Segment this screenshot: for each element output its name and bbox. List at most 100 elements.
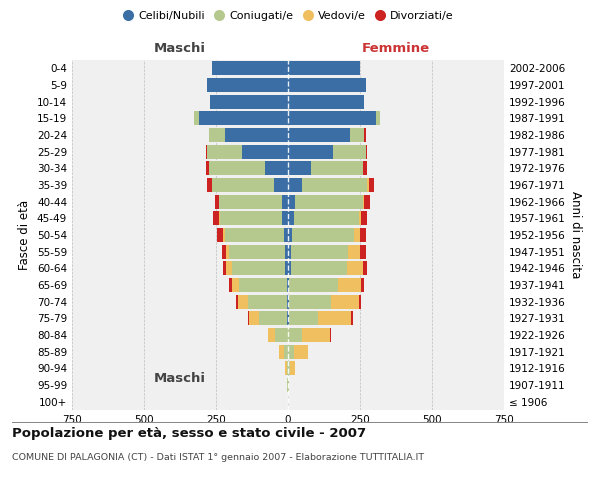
Bar xyxy=(288,162,311,175)
Bar xyxy=(292,228,354,242)
Bar xyxy=(242,144,288,159)
Bar xyxy=(208,144,242,159)
Bar xyxy=(288,194,295,209)
Bar xyxy=(287,361,288,376)
Bar xyxy=(364,194,370,209)
Bar xyxy=(236,294,238,308)
Bar xyxy=(223,261,226,276)
Bar xyxy=(376,112,380,126)
Bar xyxy=(206,162,209,175)
Bar xyxy=(223,228,224,242)
Bar xyxy=(275,328,288,342)
Bar xyxy=(360,244,366,259)
Bar xyxy=(210,94,288,109)
Bar xyxy=(352,311,353,326)
Bar xyxy=(222,244,226,259)
Bar xyxy=(282,211,288,226)
Bar xyxy=(295,194,363,209)
Bar xyxy=(287,278,288,292)
Bar xyxy=(288,94,364,109)
Text: COMUNE DI PALAGONIA (CT) - Dati ISTAT 1° gennaio 2007 - Elaborazione TUTTITALIA.: COMUNE DI PALAGONIA (CT) - Dati ISTAT 1°… xyxy=(12,452,424,462)
Bar xyxy=(274,178,288,192)
Bar xyxy=(347,261,363,276)
Text: Maschi: Maschi xyxy=(154,42,206,55)
Y-axis label: Fasce di età: Fasce di età xyxy=(19,200,31,270)
Bar xyxy=(213,211,219,226)
Bar xyxy=(288,361,290,376)
Bar xyxy=(288,328,302,342)
Bar xyxy=(354,228,360,242)
Legend: Celibi/Nubili, Coniugati/e, Vedovi/e, Divorziati/e: Celibi/Nubili, Coniugati/e, Vedovi/e, Di… xyxy=(118,6,458,26)
Bar xyxy=(287,294,288,308)
Bar xyxy=(349,244,360,259)
Bar xyxy=(302,178,367,192)
Bar xyxy=(367,178,368,192)
Bar xyxy=(229,244,285,259)
Bar xyxy=(248,311,249,326)
Bar xyxy=(284,228,288,242)
Bar xyxy=(294,211,359,226)
Bar xyxy=(285,261,288,276)
Bar xyxy=(288,144,332,159)
Bar xyxy=(318,311,352,326)
Bar xyxy=(294,344,308,359)
Bar xyxy=(311,162,363,175)
Bar xyxy=(220,211,282,226)
Bar xyxy=(361,211,367,226)
Bar xyxy=(288,294,289,308)
Text: Femmine: Femmine xyxy=(362,42,430,55)
Bar xyxy=(288,78,366,92)
Bar xyxy=(288,178,302,192)
Bar xyxy=(232,261,285,276)
Text: Popolazione per età, sesso e stato civile - 2007: Popolazione per età, sesso e stato civil… xyxy=(12,428,366,440)
Bar xyxy=(282,194,288,209)
Bar xyxy=(302,328,330,342)
Bar xyxy=(359,294,361,308)
Bar xyxy=(366,144,367,159)
Bar xyxy=(289,294,331,308)
Bar xyxy=(208,78,288,92)
Bar xyxy=(289,278,338,292)
Bar xyxy=(284,344,288,359)
Bar xyxy=(288,261,291,276)
Bar xyxy=(248,294,287,308)
Bar xyxy=(288,278,289,292)
Bar xyxy=(338,278,361,292)
Bar xyxy=(212,178,274,192)
Bar xyxy=(229,278,232,292)
Bar xyxy=(368,178,374,192)
Bar xyxy=(212,62,288,76)
Bar xyxy=(363,194,364,209)
Bar xyxy=(288,62,360,76)
Bar xyxy=(363,162,367,175)
Bar xyxy=(280,344,284,359)
Bar xyxy=(194,112,199,126)
Bar xyxy=(238,294,248,308)
Bar xyxy=(209,162,265,175)
Bar xyxy=(288,211,294,226)
Bar xyxy=(360,228,366,242)
Y-axis label: Anni di nascita: Anni di nascita xyxy=(569,192,582,278)
Bar xyxy=(219,211,220,226)
Bar xyxy=(330,328,331,342)
Bar xyxy=(226,244,229,259)
Bar xyxy=(249,311,259,326)
Bar xyxy=(363,261,367,276)
Bar xyxy=(288,128,350,142)
Bar xyxy=(219,194,282,209)
Bar xyxy=(268,328,275,342)
Bar xyxy=(331,294,359,308)
Bar xyxy=(239,278,287,292)
Bar xyxy=(226,261,232,276)
Bar xyxy=(224,228,284,242)
Bar xyxy=(291,261,347,276)
Bar xyxy=(288,228,292,242)
Bar xyxy=(285,361,287,376)
Bar xyxy=(359,211,361,226)
Bar xyxy=(350,128,364,142)
Bar xyxy=(199,112,288,126)
Bar xyxy=(288,112,376,126)
Bar xyxy=(287,311,288,326)
Bar xyxy=(285,244,288,259)
Bar xyxy=(290,361,295,376)
